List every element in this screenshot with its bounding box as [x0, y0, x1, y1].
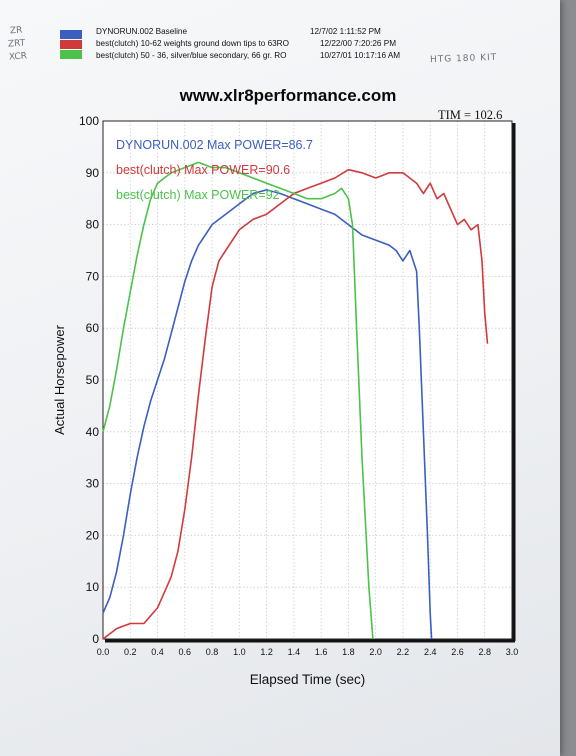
y-tick-label: 100 [79, 114, 99, 128]
x-tick-label: 1.2 [260, 647, 273, 657]
website-title: www.xlr8performance.com [179, 86, 397, 105]
y-tick-label: 30 [86, 477, 100, 491]
legend-timestamp: 12/22/00 7:20:26 PM [320, 39, 397, 48]
x-tick-label: 2.2 [397, 647, 410, 657]
x-tick-label: 1.6 [315, 647, 328, 657]
legend-swatch-blue [60, 30, 82, 39]
plot-frame [102, 120, 513, 640]
x-axis-title: Elapsed Time (sec) [250, 672, 366, 687]
x-tick-label: 0.6 [179, 647, 192, 657]
y-tick-label: 90 [86, 166, 100, 180]
series-line-3 [102, 161, 374, 640]
y-tick-label: 0 [92, 632, 99, 646]
max-power-annotation: best(clutch) Max POWER=92 [116, 188, 280, 202]
y-tick-label: 20 [86, 528, 100, 542]
legend-label: best(clutch) 50 - 36, silver/blue second… [96, 51, 287, 60]
y-tick-label: 40 [86, 425, 100, 439]
x-tick-label: 1.8 [342, 647, 355, 657]
series-line-1 [102, 189, 433, 640]
legend-timestamp: 10/27/01 10:17:16 AM [320, 51, 401, 60]
y-tick-label: 60 [86, 321, 100, 335]
x-tick-label: 3.0 [506, 647, 519, 657]
x-tick-label: 0.8 [206, 647, 219, 657]
y-tick-label: 10 [86, 580, 100, 594]
max-power-annotation: DYNORUN.002 Max POWER=86.7 [116, 138, 313, 152]
legend-label: DYNORUN.002 Baseline [96, 27, 188, 36]
max-power-annotation: best(clutch) Max POWER=90.6 [116, 163, 290, 177]
series-line-2 [102, 168, 489, 640]
x-tick-label: 1.4 [288, 647, 301, 657]
y-tick-label: 80 [86, 218, 100, 232]
x-tick-label: 2.6 [451, 647, 464, 657]
x-tick-label: 0.0 [97, 647, 110, 657]
y-tick-label: 70 [86, 269, 100, 283]
x-tick-label: 1.0 [233, 647, 246, 657]
x-tick-label: 2.0 [369, 647, 382, 657]
x-tick-label: 2.8 [478, 647, 491, 657]
y-axis-title: Actual Horsepower [52, 324, 67, 434]
tim-value: TIM = 102.6 [438, 108, 503, 122]
legend-swatch-red [60, 40, 82, 49]
y-tick-label: 50 [86, 373, 100, 387]
legend-swatch-green [60, 50, 82, 59]
legend-timestamp: 12/7/02 1:11:52 PM [310, 27, 381, 36]
x-tick-label: 0.4 [151, 647, 164, 657]
legend-label: best(clutch) 10-62 weights ground down t… [96, 39, 289, 48]
x-tick-label: 0.2 [124, 647, 137, 657]
x-tick-label: 2.4 [424, 647, 437, 657]
